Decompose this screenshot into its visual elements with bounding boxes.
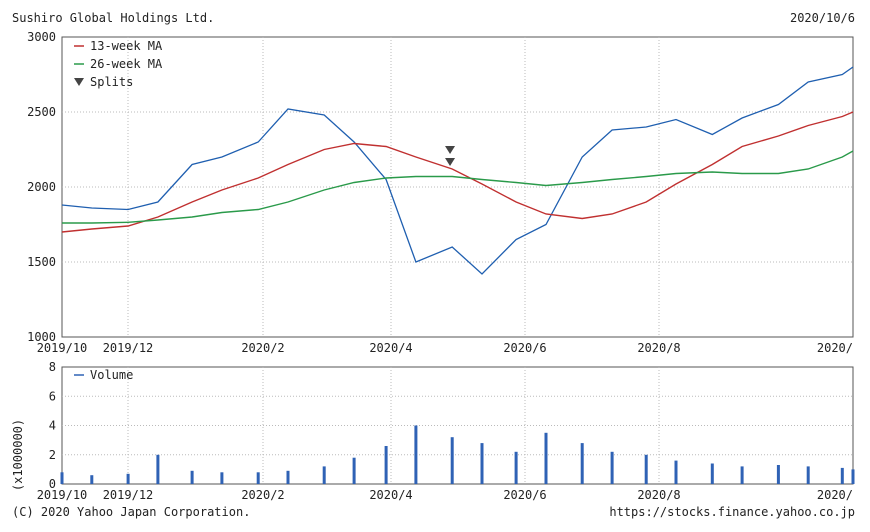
volume-bar <box>851 469 855 484</box>
price-x-tick-label: 2020/2 <box>241 341 284 355</box>
series-ma26-line <box>62 150 854 224</box>
volume-bar <box>840 467 844 484</box>
price-y-tick-label: 2500 <box>27 105 56 119</box>
volume-bar <box>580 443 584 484</box>
price-y-tick-label: 1500 <box>27 255 56 269</box>
volume-bar <box>514 451 518 484</box>
volume-bar <box>480 443 484 484</box>
volume-bar <box>740 466 744 484</box>
price-y-tick-label: 3000 <box>27 30 56 44</box>
legend-entry: Splits <box>90 75 133 89</box>
price-x-tick-label: 2019/10 <box>37 341 88 355</box>
volume-bar <box>286 470 290 484</box>
legend-swatch <box>74 78 84 86</box>
volume-y-tick-label: 4 <box>49 419 56 433</box>
volume-bar <box>384 446 388 484</box>
volume-x-tick-label: 2019/12 <box>103 488 154 502</box>
volume-x-tick-label: 2020/2 <box>241 488 284 502</box>
series-ma13-line <box>61 111 854 233</box>
volume-bar <box>90 475 94 484</box>
company-name: Sushiro Global Holdings Ltd. <box>12 11 214 25</box>
volume-bar <box>156 454 160 485</box>
legend-entry: Volume <box>90 368 133 382</box>
volume-y-tick-label: 8 <box>49 360 56 374</box>
volume-bar <box>352 457 356 484</box>
volume-y-tick-label: 0 <box>49 477 56 491</box>
volume-bar <box>806 466 810 484</box>
volume-bar <box>710 463 714 484</box>
volume-x-tick-label: 2020/ <box>817 488 853 502</box>
volume-x-tick-label: 2020/8 <box>637 488 680 502</box>
volume-legend: Volume <box>74 368 133 382</box>
volume-bar <box>644 454 648 485</box>
volume-x-tick-label: 2020/4 <box>369 488 412 502</box>
volume-bar <box>776 465 780 484</box>
price-x-tick-label: 2019/12 <box>103 341 154 355</box>
volume-bar <box>220 472 224 484</box>
volume-bar <box>190 470 194 484</box>
volume-bar <box>674 460 678 484</box>
split-marker <box>445 158 456 166</box>
price-y-tick-label: 1000 <box>27 330 56 344</box>
price-frame <box>61 36 854 338</box>
volume-bar <box>544 432 548 484</box>
price-x-tick-label: 2020/8 <box>637 341 680 355</box>
price-legend: 13-week MA 26-week MA Splits <box>74 39 163 89</box>
volume-panel: 0 2 4 6 8 2019/10 2019/12 2020/2 2020/4 2020/6 202… <box>11 360 855 502</box>
price-x-tick-label: 2020/6 <box>503 341 546 355</box>
price-x-tick-label: 2020/4 <box>369 341 412 355</box>
source-url[interactable]: https://stocks.finance.yahoo.co.jp <box>609 505 855 519</box>
legend-entry: 13-week MA <box>90 39 163 53</box>
volume-bar <box>322 466 326 484</box>
copyright-text: (C) 2020 Yahoo Japan Corporation. <box>12 505 250 519</box>
volume-y-axis-label: (x1000000) <box>11 419 25 491</box>
volume-bar <box>256 472 260 484</box>
series-price-line <box>61 66 854 275</box>
legend-entry: 26-week MA <box>90 57 163 71</box>
price-panel: 1000 1500 2000 2500 3000 2019/10 2019/12 2020/2… <box>27 30 854 355</box>
volume-x-tick-label: 2019/10 <box>37 488 88 502</box>
volume-x-tick-label: 2020/6 <box>503 488 546 502</box>
split-marker <box>445 146 456 154</box>
volume-bar <box>414 425 418 484</box>
volume-frame <box>61 366 854 485</box>
volume-bar <box>450 437 454 484</box>
volume-y-tick-label: 2 <box>49 448 56 462</box>
price-y-tick-label: 2000 <box>27 180 56 194</box>
price-x-tick-label: 2020/ <box>817 341 853 355</box>
volume-bar <box>126 473 130 484</box>
volume-bar <box>60 472 64 484</box>
volume-y-tick-label: 6 <box>49 389 56 403</box>
volume-bar <box>610 451 614 484</box>
chart-date: 2020/10/6 <box>790 11 855 25</box>
